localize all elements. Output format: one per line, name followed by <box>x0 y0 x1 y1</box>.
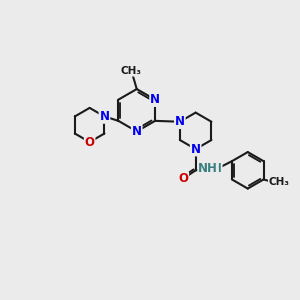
Text: N: N <box>190 142 201 156</box>
Text: N: N <box>99 110 110 123</box>
Text: CH₃: CH₃ <box>269 177 290 188</box>
Text: N: N <box>132 125 142 138</box>
Text: NH: NH <box>198 162 218 175</box>
Text: N: N <box>150 93 160 106</box>
Text: N: N <box>175 115 185 128</box>
Text: H: H <box>212 162 222 175</box>
Text: O: O <box>85 136 94 148</box>
Text: CH₃: CH₃ <box>121 66 142 76</box>
Text: O: O <box>178 172 188 185</box>
